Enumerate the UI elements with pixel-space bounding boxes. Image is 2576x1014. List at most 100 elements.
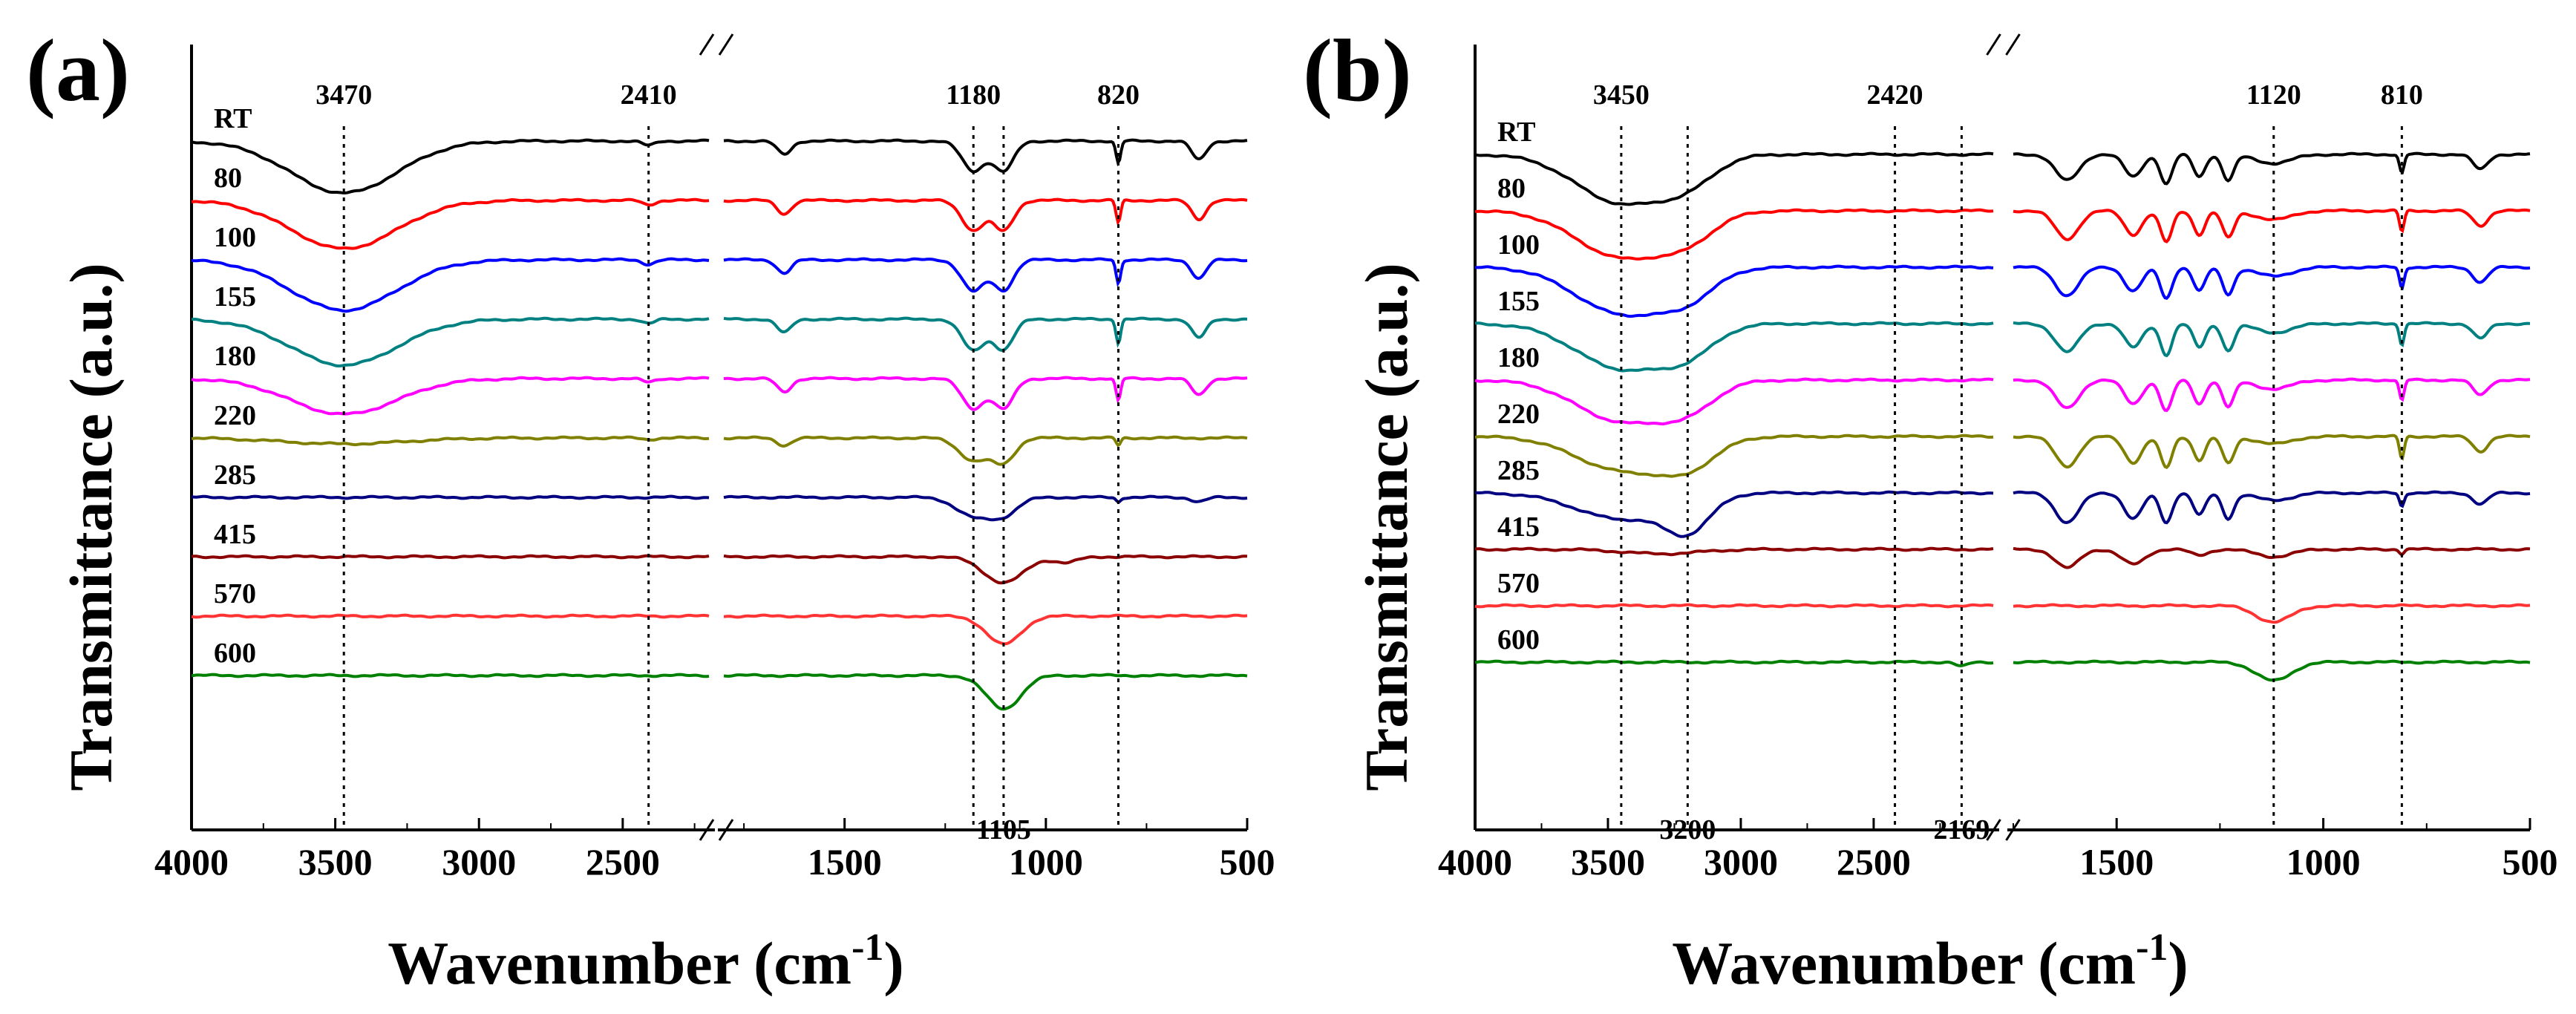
panel-b: (b) Transmittance (a.u.) Wavenumber (cm-…: [1303, 21, 2188, 997]
panel-a-axis-break: [699, 33, 715, 56]
spectrum-b-285-low: [2013, 490, 2531, 525]
spectrum-b-415-low: [2013, 546, 2531, 569]
x-tick-label: 1000: [2286, 841, 2361, 883]
series-label: 80: [1497, 173, 1526, 204]
spectrum-b-rt-low: [2013, 151, 2531, 186]
panel-b-axis-break: [1986, 33, 2001, 56]
panel-a-axis-break: [718, 33, 734, 56]
spectrum-b-570-high: [1474, 603, 1994, 609]
spectrum-a-180-low: [723, 376, 1248, 411]
x-tick-label: 4000: [1438, 841, 1512, 883]
panel-a-ylabel: Transmittance (a.u.): [57, 263, 125, 791]
spectrum-a-600-low: [723, 673, 1248, 711]
panel-a-xlabel-close: ): [883, 929, 903, 997]
peak-label: 1120: [2246, 79, 2301, 111]
x-tick-label: 1500: [808, 841, 882, 883]
x-tick-label: 3500: [298, 841, 373, 883]
spectrum-a-415-low: [723, 554, 1248, 585]
plot-layer: 4000 3500 3000 2500 1500 1000 500 RT 80 100 155 180…: [154, 33, 2558, 883]
series-label: 600: [1497, 624, 1540, 655]
spectrum-a-155-low: [723, 316, 1248, 353]
panel-b-xlabel-close: ): [2168, 929, 2188, 997]
x-tick-label: 3000: [1704, 841, 1778, 883]
x-tick-label: 500: [2503, 841, 2558, 883]
panel-a-axis-break: [699, 819, 715, 841]
x-tick-label: 2500: [586, 841, 660, 883]
spectrum-a-570-low: [723, 613, 1248, 646]
peak-label: 3470: [316, 79, 372, 111]
spectrum-b-100-high: [1474, 264, 1994, 318]
spectrum-a-600-high: [191, 673, 710, 678]
panel-a-xlabel-main: Wavenumber (cm: [388, 929, 851, 997]
spectrum-a-100-low: [723, 257, 1248, 293]
x-tick-label: 1000: [1009, 841, 1083, 883]
x-tick-label: 4000: [154, 841, 229, 883]
series-label: 155: [1497, 286, 1540, 317]
peak-label: 2410: [621, 79, 677, 111]
peak-label: 1105: [976, 814, 1031, 845]
series-label: 100: [214, 222, 256, 253]
spectrum-a-180-high: [191, 376, 710, 416]
panel-b-ylabel: Transmittance (a.u.): [1353, 263, 1420, 791]
series-label: 220: [214, 400, 256, 431]
series-label: 155: [214, 281, 256, 313]
peak-label: 820: [1097, 79, 1140, 111]
panel-b-label: (b): [1303, 21, 1412, 120]
panel-a: (a) Transmittance (a.u.) Wavenumber (cm-…: [26, 21, 904, 997]
series-label: 600: [214, 638, 256, 669]
series-label: 285: [214, 459, 256, 491]
series-label: 570: [1497, 568, 1540, 599]
spectrum-a-220-high: [191, 435, 710, 447]
spectrum-a-220-low: [723, 435, 1248, 466]
spectrum-b-600-low: [2013, 659, 2531, 682]
panel-b-xlabel-sup: -1: [2136, 926, 2168, 969]
series-label: 570: [214, 578, 256, 609]
spectrum-b-rt-high: [1474, 151, 1994, 206]
panel-b-axis-break: [2005, 33, 2021, 56]
spectrum-b-180-high: [1474, 377, 1994, 426]
spectrum-a-415-high: [191, 554, 710, 560]
spectrum-a-285-low: [723, 494, 1248, 522]
spectrum-b-220-low: [2013, 434, 2531, 469]
series-label: 415: [214, 519, 256, 550]
spectrum-b-285-high: [1474, 490, 1994, 538]
x-tick-label: 2500: [1837, 841, 1911, 883]
spectrum-a-80-low: [723, 197, 1248, 232]
x-tick-label: 1500: [2079, 841, 2154, 883]
spectrum-a-80-high: [191, 197, 710, 250]
panel-a-label: (a): [26, 21, 130, 120]
panel-b-xlabel: Wavenumber (cm-1): [1672, 926, 2188, 997]
x-tick-label: 3000: [442, 841, 516, 883]
spectrum-b-600-high: [1474, 659, 1994, 667]
series-label: RT: [214, 103, 252, 134]
spectrum-b-220-high: [1474, 434, 1994, 478]
spectrum-a-155-high: [191, 316, 710, 368]
spectrum-b-155-high: [1474, 321, 1994, 373]
spectrum-b-570-low: [2013, 603, 2531, 624]
panel-a-axis-break: [718, 819, 734, 841]
series-label: 180: [1497, 342, 1540, 373]
spectrum-a-rt-high: [191, 138, 710, 194]
panel-b-plot: 4000 3500 3000 2500 1500 1000 500 RT 80 100 155 180…: [1438, 33, 2558, 883]
spectrum-a-285-high: [191, 494, 710, 500]
spectrum-a-rt-low: [723, 138, 1248, 174]
peak-label: 3200: [1659, 814, 1716, 845]
panel-b-axis-break: [1986, 819, 2001, 841]
x-tick-label: 3500: [1571, 841, 1645, 883]
series-label: 80: [214, 163, 242, 194]
x-tick-label: 500: [1220, 841, 1275, 883]
peak-label: 1180: [946, 79, 1001, 111]
spectrum-b-155-low: [2013, 321, 2531, 358]
spectrum-b-415-high: [1474, 546, 1994, 557]
series-label: RT: [1497, 117, 1535, 148]
peak-label: 3450: [1593, 79, 1650, 111]
panel-a-xlabel: Wavenumber (cm-1): [388, 926, 903, 997]
peak-label: 2169: [1933, 814, 1990, 845]
peak-label: 810: [2381, 79, 2423, 111]
series-label: 180: [214, 341, 256, 372]
series-label: 100: [1497, 229, 1540, 261]
panel-b-xlabel-main: Wavenumber (cm: [1672, 929, 2136, 997]
spectrum-b-180-low: [2013, 377, 2531, 413]
spectrum-b-80-high: [1474, 208, 1994, 261]
panel-a-plot: 4000 3500 3000 2500 1500 1000 500 RT 80 100 155 180…: [154, 33, 1275, 883]
